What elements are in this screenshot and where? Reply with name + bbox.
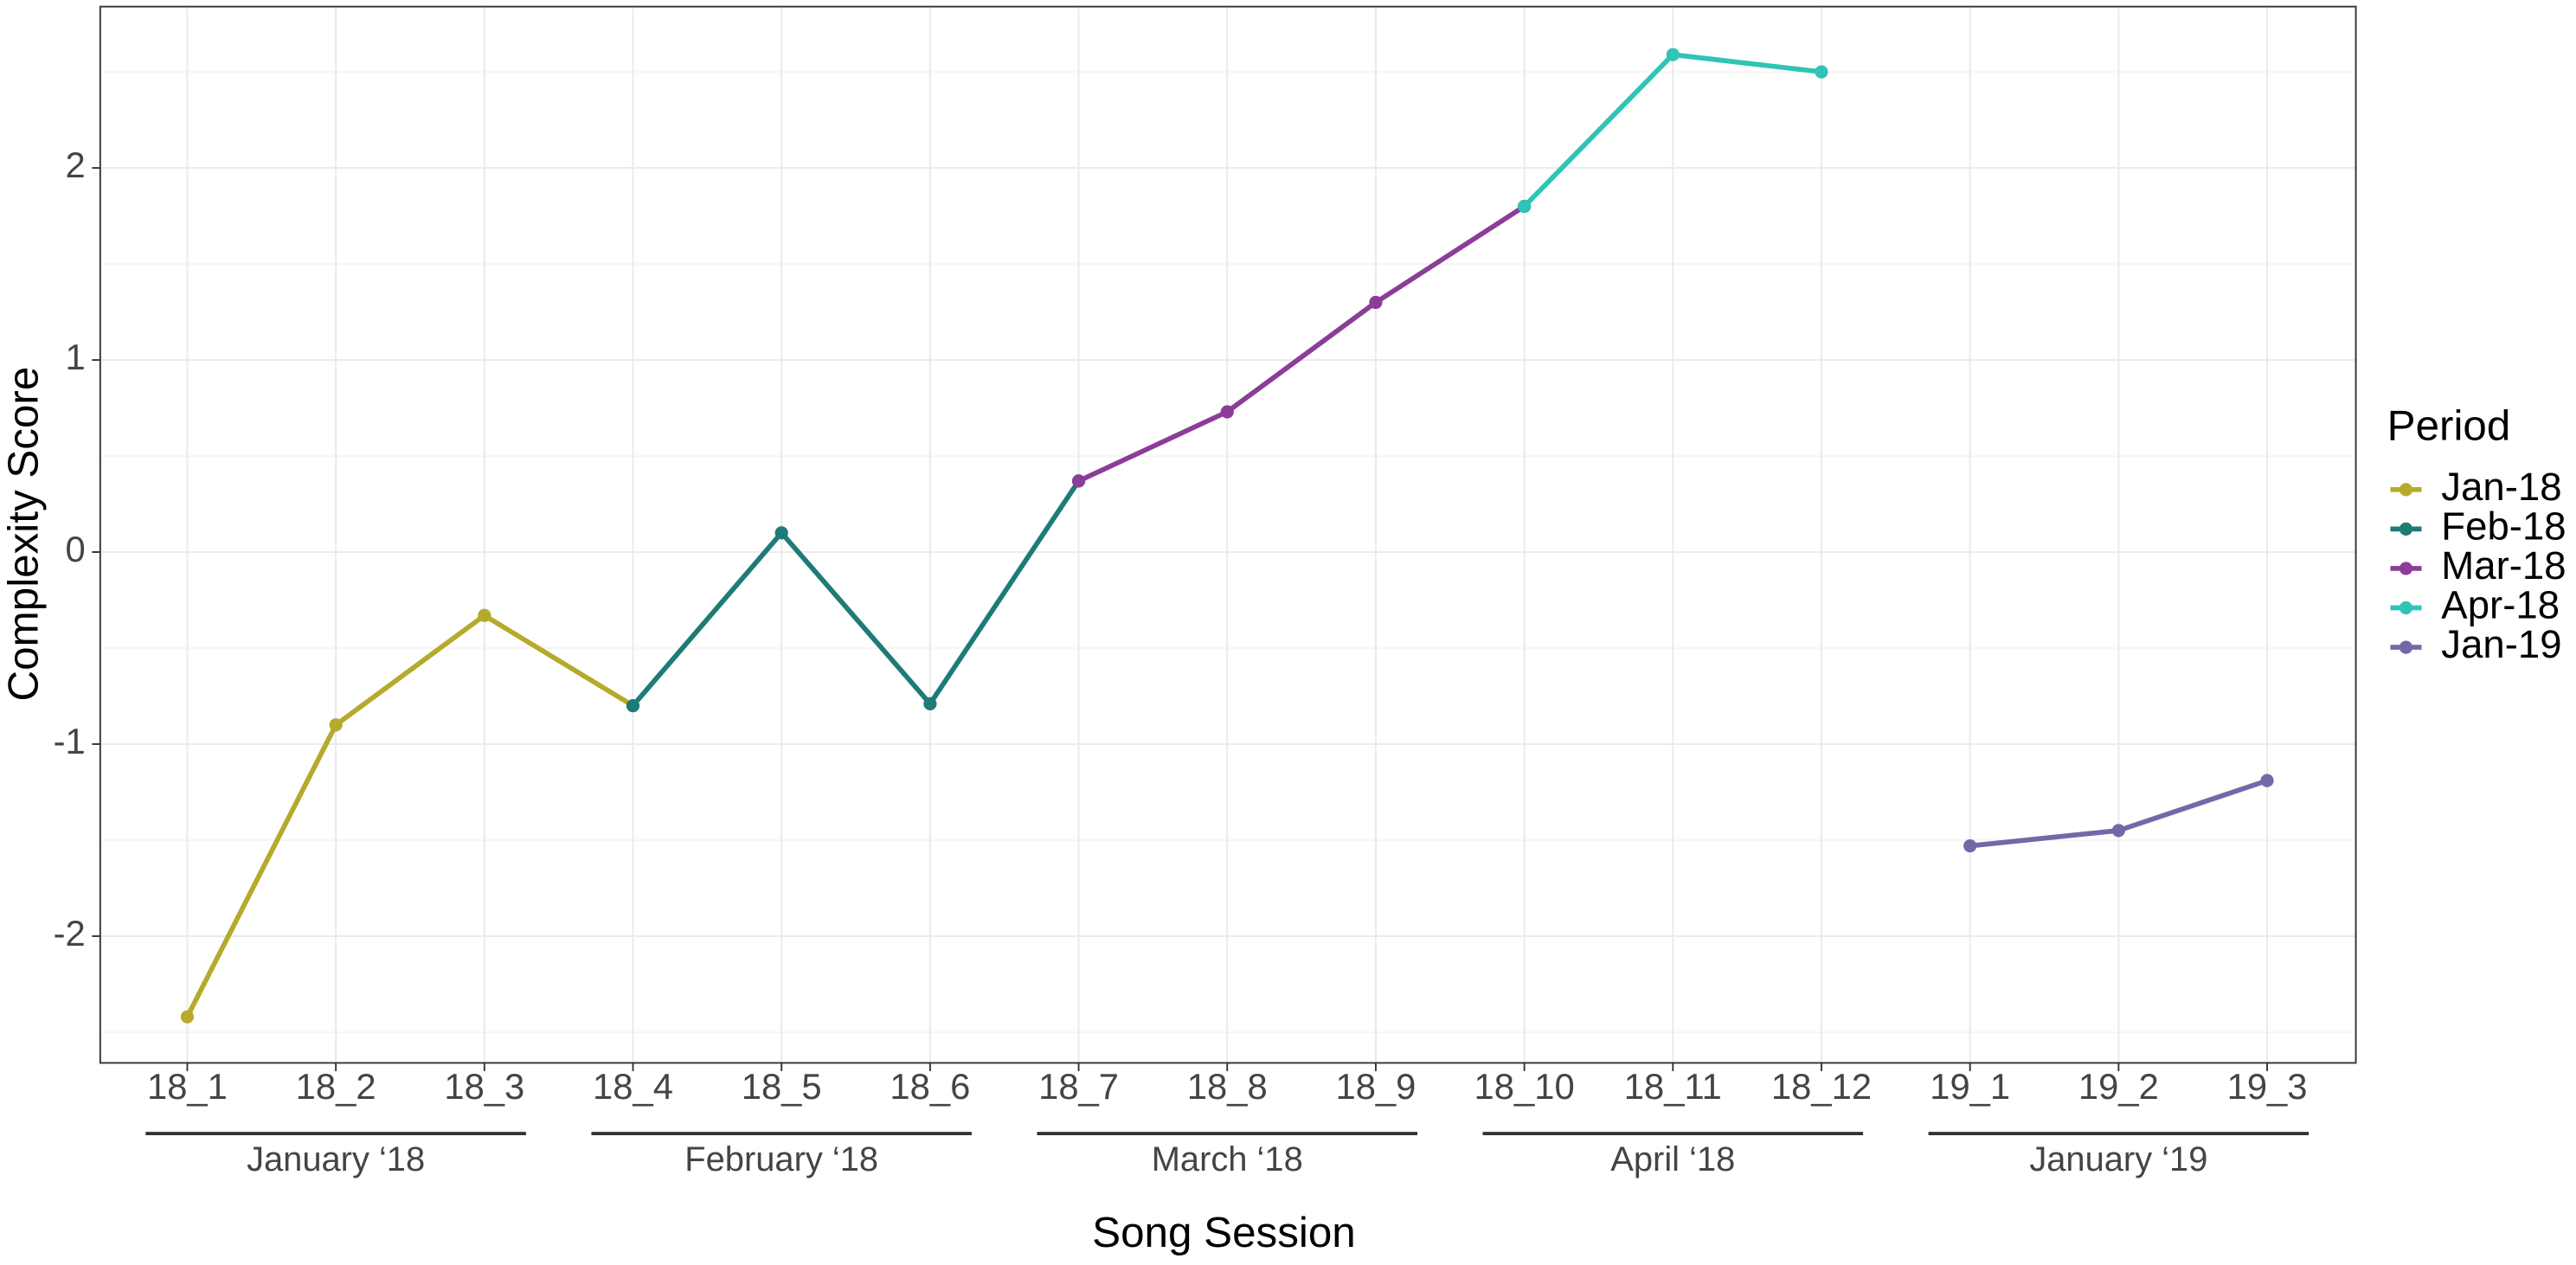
grid — [100, 6, 2356, 1063]
legend-label: Jan-18 — [2441, 465, 2561, 509]
x-tick-label: 19_1 — [1930, 1066, 2010, 1107]
data-point — [1220, 405, 1234, 419]
x-tick-label: 18_6 — [890, 1066, 970, 1107]
x-tick-label: 18_8 — [1187, 1066, 1268, 1107]
legend-point — [2399, 600, 2413, 615]
legend-point — [2399, 522, 2413, 536]
legend-point — [2399, 562, 2413, 575]
data-point — [1666, 48, 1680, 61]
data-point — [329, 718, 343, 732]
data-point — [1518, 199, 1532, 214]
series-line — [1077, 204, 1526, 484]
data-point — [2260, 774, 2274, 787]
data-point — [1963, 839, 1977, 853]
group-label: January ‘19 — [2029, 1140, 2207, 1178]
y-tick-label: 0 — [65, 529, 85, 569]
x-tick-label: 18_3 — [444, 1066, 524, 1107]
legend-label: Feb-18 — [2441, 504, 2566, 548]
data-point — [180, 1010, 195, 1024]
group-label: February ‘18 — [684, 1140, 878, 1178]
legend-point — [2399, 483, 2413, 497]
group-label: March ‘18 — [1152, 1140, 1303, 1178]
y-tick-label: -2 — [54, 913, 86, 954]
y-tick-label: -1 — [54, 721, 86, 761]
x-tick-label: 18_10 — [1474, 1066, 1575, 1107]
legend-label: Apr-18 — [2441, 583, 2560, 627]
series-lines — [180, 48, 2274, 1024]
x-tick-label: 18_5 — [742, 1066, 822, 1107]
series-line — [184, 613, 634, 1018]
data-point — [923, 697, 937, 710]
x-tick-label: 19_3 — [2227, 1066, 2308, 1107]
x-tick-label: 18_7 — [1038, 1066, 1119, 1107]
series-line — [631, 479, 1081, 708]
data-point — [626, 698, 640, 713]
y-tick-label: 1 — [65, 337, 85, 377]
y-axis-title: Complexity Score — [0, 367, 47, 702]
data-point — [478, 608, 491, 622]
x-axis-title: Song Session — [1092, 1209, 1356, 1256]
data-point — [1071, 474, 1086, 488]
y-tick-label: 2 — [65, 144, 85, 185]
group-label: January ‘18 — [247, 1140, 425, 1178]
x-tick-label: 18_4 — [593, 1066, 673, 1107]
x-tick-label: 18_2 — [296, 1066, 376, 1107]
x-tick-label: 18_12 — [1771, 1066, 1872, 1107]
x-tick-label: 19_2 — [2078, 1066, 2159, 1107]
legend-point — [2399, 640, 2413, 654]
legend-label: Mar-18 — [2441, 543, 2566, 588]
x-tick-label: 18_1 — [147, 1066, 228, 1107]
data-point — [1369, 295, 1383, 310]
x-tick-label: 18_11 — [1624, 1066, 1722, 1107]
data-point — [774, 526, 788, 540]
data-point — [1815, 65, 1828, 79]
group-label: April ‘18 — [1610, 1140, 1735, 1178]
legend-title: Period — [2387, 402, 2511, 450]
data-point — [2111, 824, 2125, 838]
x-tick-label: 18_9 — [1335, 1066, 1416, 1107]
legend-label: Jan-19 — [2441, 622, 2561, 666]
